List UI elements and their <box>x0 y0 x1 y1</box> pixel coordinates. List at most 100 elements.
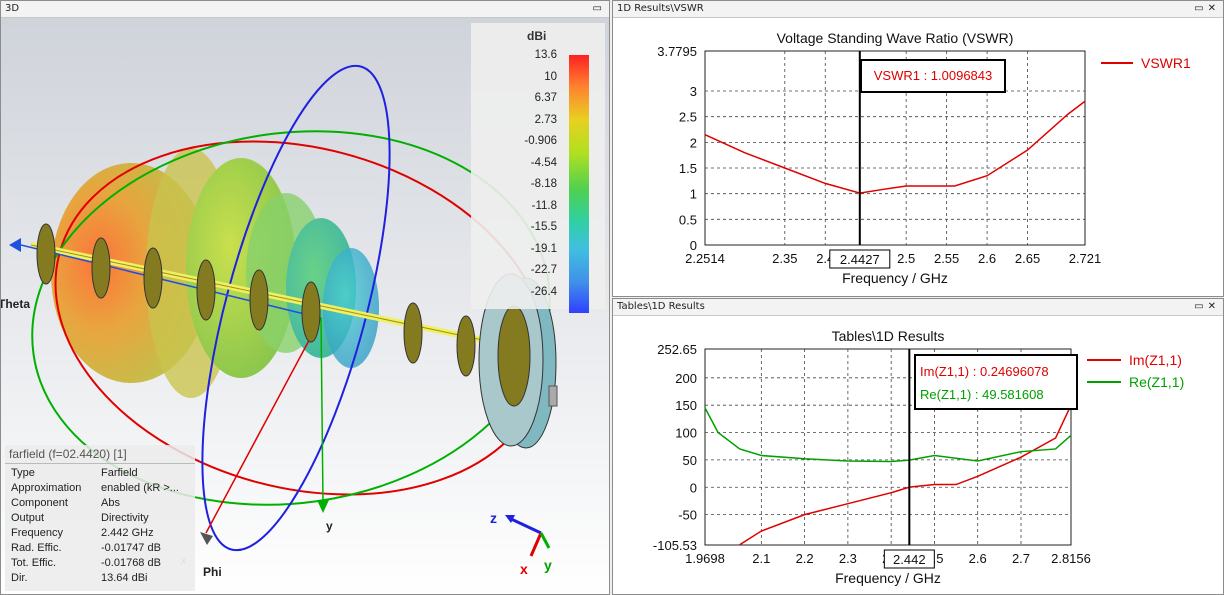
impedance-chart[interactable]: Tables\1D Results1.96982.12.22.32.42.52.… <box>613 316 1223 595</box>
x-axis-title: Frequency / GHz <box>835 570 941 586</box>
x-tick-label: 2.2514 <box>685 251 725 266</box>
legend-unit: dBi <box>527 29 547 43</box>
theta-label: Theta <box>1 297 30 311</box>
panel-title: Tables\1D Results <box>617 301 705 312</box>
marker-label-re: Re(Z1,1) : 49.581608 <box>920 387 1044 402</box>
x-tick-label: 2.3 <box>839 551 857 566</box>
legend-colorbar <box>569 55 589 313</box>
info-key: Output <box>11 511 45 524</box>
legend-tick: -0.906 <box>524 135 557 147</box>
x-tick-label: 2.8156 <box>1051 551 1091 566</box>
legend-label: VSWR1 <box>1141 55 1191 71</box>
y-tick-label: 252.65 <box>657 342 697 357</box>
marker-label-box <box>914 354 1078 410</box>
legend-tick: 2.73 <box>534 113 557 126</box>
x-tick-label: 2.6 <box>978 251 996 266</box>
triad-x-label: x <box>520 561 528 577</box>
z-ring <box>201 64 391 552</box>
info-key: Dir. <box>11 571 28 584</box>
x-tick-label: 2.5 <box>897 251 915 266</box>
legend-tick: -11.8 <box>531 199 557 212</box>
info-key: Type <box>11 466 35 479</box>
info-row: Dir. 13.64 dBi <box>9 570 179 585</box>
phi-label: Phi <box>203 565 222 579</box>
info-row: Tot. Effic. -0.01768 dB <box>9 555 179 570</box>
info-row: Component Abs <box>9 495 179 510</box>
marker-label-im: Im(Z1,1) : 0.24696078 <box>920 364 1049 379</box>
legend-tick: -4.54 <box>530 156 557 169</box>
restore-icon[interactable]: ▭ <box>1194 3 1208 14</box>
x-tick-label: 2.65 <box>1015 251 1040 266</box>
legend-label-im: Im(Z1,1) <box>1129 352 1182 368</box>
vswr-chart[interactable]: Voltage Standing Wave Ratio (VSWR) 2.2514… <box>613 18 1223 297</box>
reflector-disc <box>478 273 558 449</box>
x-tick-label: 2.721 <box>1069 251 1102 266</box>
plot-frame <box>704 348 1072 546</box>
close-icon[interactable]: ✕ <box>1207 3 1220 14</box>
legend-tick: -19.1 <box>530 242 557 255</box>
vswr-panel[interactable]: 1D Results\VSWR ▭✕ Voltage Standing Wave… <box>612 0 1224 297</box>
x-tick-label: 2.7 <box>1012 551 1030 566</box>
marker-label: VSWR1 : 1.0096843 <box>874 68 993 83</box>
x-axis-title: Frequency / GHz <box>842 270 948 286</box>
info-value: Farfield <box>101 466 138 479</box>
info-value: Abs <box>101 496 120 509</box>
close-icon[interactable]: ✕ <box>1207 301 1220 312</box>
y-tick-label: 50 <box>683 453 697 468</box>
info-value: Directivity <box>101 511 149 524</box>
farfield-3d-panel[interactable]: 3D ▭ <box>0 0 610 595</box>
info-row: Type Farfield <box>9 465 179 480</box>
info-value: -0.01768 dB <box>101 556 161 569</box>
y-tick-label: -105.53 <box>653 538 697 553</box>
info-key: Frequency <box>11 526 63 539</box>
tables-panel[interactable]: Tables\1D Results ▭✕ Tables\1D Results 1.… <box>612 298 1224 595</box>
info-value: -0.01747 dB <box>101 541 161 554</box>
y-tick-label: 100 <box>675 426 697 441</box>
info-row: Output Directivity <box>9 510 179 525</box>
info-key: Component <box>11 496 68 509</box>
y-tick-label: 0 <box>690 480 697 495</box>
legend-tick: -22.7 <box>530 264 557 276</box>
info-row: Approximation enabled (kR >... <box>9 480 179 495</box>
legend-label-re: Re(Z1,1) <box>1129 374 1184 390</box>
chart-title: Voltage Standing Wave Ratio (VSWR) <box>777 30 1014 46</box>
info-key: Rad. Effic. <box>11 541 62 554</box>
restore-icon[interactable]: ▭ <box>1194 301 1208 312</box>
y-tick-label: -50 <box>678 508 697 523</box>
y-tick-label: 2 <box>690 135 697 150</box>
y-tick-label: 3.7795 <box>657 44 697 59</box>
orientation-triad: z x y <box>490 510 552 577</box>
marker-x-box <box>829 249 891 269</box>
legend-tick: -8.18 <box>530 178 557 190</box>
legend-tick: -26.4 <box>530 285 557 298</box>
info-value: 13.64 dBi <box>101 571 148 584</box>
y-tick-label: 1 <box>690 187 697 202</box>
y-tick-label: 0.5 <box>679 212 697 227</box>
panel-titlebar: Tables\1D Results ▭✕ <box>613 299 1223 316</box>
y-tick-label: 1.5 <box>679 161 697 176</box>
marker-x-value: 2.442 <box>893 552 926 567</box>
y-axis-label: y <box>326 519 333 533</box>
info-value: enabled (kR >... <box>101 481 179 494</box>
x-tick-label: 1.9698 <box>685 551 725 566</box>
legend-tick: 13.6 <box>534 49 557 61</box>
series-line <box>704 407 1072 463</box>
x-tick-label: 2.2 <box>796 551 814 566</box>
series-line <box>704 100 1086 194</box>
info-row: Rad. Effic. -0.01747 dB <box>9 540 179 555</box>
y-tick-label: 2.5 <box>679 110 697 125</box>
info-table: Type Farfield Approximation enabled (kR >..… <box>9 465 179 585</box>
marker-x-box <box>883 549 935 569</box>
plot-frame <box>704 50 1086 246</box>
x-tick-label: 2.35 <box>772 251 797 266</box>
marker-label-box <box>860 59 1006 93</box>
y-tick-label: 200 <box>675 371 697 386</box>
triad-z-label: z <box>490 510 497 526</box>
info-value: 2.442 GHz <box>101 526 154 539</box>
farfield-info-box: farfield (f=02.4420) [1] Type Farfield App… <box>5 445 195 591</box>
info-key: Approximation <box>11 481 82 494</box>
x-tick-label: 2.6 <box>969 551 987 566</box>
series-line <box>739 404 1072 546</box>
legend-tick: 6.37 <box>534 92 557 104</box>
restore-icon[interactable]: ▭ <box>592 3 606 14</box>
